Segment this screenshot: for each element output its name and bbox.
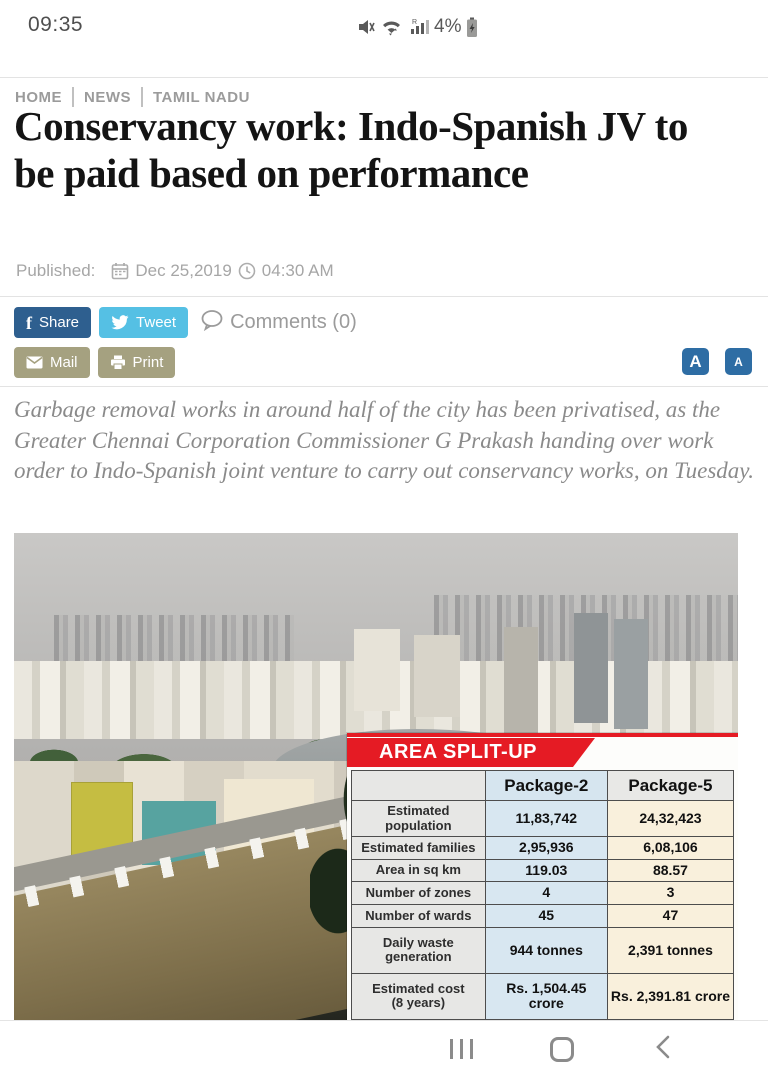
published-label: Published: — [16, 261, 96, 280]
published-date: Dec 25,2019 — [135, 261, 232, 280]
breadcrumb-tamil-nadu[interactable]: TAMIL NADU — [153, 88, 250, 106]
row-label: Estimated cost (8 years) — [351, 972, 486, 1020]
package-5-value: 47 — [606, 904, 735, 928]
home-button[interactable] — [532, 1021, 592, 1076]
package-2-value: 4 — [484, 881, 608, 906]
table-row: Area in sq km 119.03 88.57 — [351, 858, 735, 883]
package-5-value: 88.57 — [606, 858, 735, 883]
row-label: Daily waste generation — [351, 926, 486, 974]
published-time: 04:30 AM — [261, 261, 334, 280]
share-row: f Share Tweet Comments (0) — [14, 307, 357, 338]
recents-icon — [449, 1039, 473, 1059]
wifi-icon — [381, 17, 402, 37]
package-5-value: Rs. 2,391.81 crore — [606, 972, 735, 1020]
signal-r-icon: R — [407, 17, 429, 37]
twitter-icon — [111, 315, 129, 330]
photo-tower — [354, 629, 400, 711]
row-label: Estimated population — [351, 800, 486, 838]
table-row: Estimated cost (8 years) Rs. 1,504.45 cr… — [351, 972, 735, 1020]
package-2-value: 45 — [484, 904, 608, 928]
comments-link[interactable]: Comments (0) — [200, 309, 357, 337]
android-navigation-bar — [0, 1020, 768, 1076]
divider — [0, 296, 768, 297]
column-header-package-2: Package-2 — [484, 769, 608, 802]
package-2-value: 11,83,742 — [484, 800, 608, 838]
status-icon-cluster: R 4% — [356, 16, 478, 38]
print-button[interactable]: Print — [97, 347, 176, 378]
comments-label: Comments (0) — [230, 311, 357, 333]
package-5-value: 2,391 tonnes — [606, 926, 735, 974]
page-title: Conservancy work: Indo-Spanish JV to be … — [14, 103, 688, 196]
row-label: Estimated families — [351, 836, 486, 860]
print-button-label: Print — [132, 354, 164, 371]
table-header-row: Package-2 Package-5 — [351, 769, 735, 802]
table-row: Daily waste generation 944 tonnes 2,391 … — [351, 926, 735, 974]
breadcrumb-separator — [141, 87, 143, 107]
mail-print-row: Mail Print — [14, 347, 176, 378]
infographic-title-ribbon: AREA SPLIT-UP — [347, 738, 595, 767]
package-5-value: 6,08,106 — [606, 836, 735, 860]
mute-icon — [356, 17, 376, 37]
published-row: Published: Dec 25,2019 04:30 AM — [16, 261, 334, 281]
breadcrumb-separator — [72, 87, 74, 107]
column-header-package-5: Package-5 — [606, 769, 735, 802]
table-corner-cell — [351, 769, 486, 802]
area-splitup-infographic: AREA SPLIT-UP Package-2 Package-5 Estima… — [347, 733, 738, 1020]
article-photo: AREA SPLIT-UP Package-2 Package-5 Estima… — [14, 533, 738, 1020]
table-row: Number of zones 4 3 — [351, 881, 735, 906]
svg-text:R: R — [412, 19, 417, 26]
tweet-button[interactable]: Tweet — [99, 307, 189, 338]
battery-percent: 4% — [434, 16, 462, 37]
font-decrease-button[interactable]: A — [725, 348, 752, 375]
recents-button[interactable] — [431, 1021, 491, 1076]
package-2-value: 944 tonnes — [484, 926, 608, 974]
package-5-value: 3 — [606, 881, 735, 906]
back-icon — [654, 1034, 672, 1065]
table-row: Number of wards 45 47 — [351, 904, 735, 928]
font-size-controls: A A — [682, 348, 752, 375]
clock-icon — [238, 262, 256, 280]
home-icon — [550, 1036, 574, 1062]
mail-button[interactable]: Mail — [14, 347, 90, 378]
row-label: Number of wards — [351, 904, 486, 928]
row-label: Area in sq km — [351, 858, 486, 883]
package-2-value: 119.03 — [484, 858, 608, 883]
status-time: 09:35 — [28, 13, 84, 36]
table-row: Estimated families 2,95,936 6,08,106 — [351, 836, 735, 860]
status-divider — [0, 77, 768, 78]
table-row: Estimated population 11,83,742 24,32,423 — [351, 800, 735, 838]
tweet-button-label: Tweet — [136, 314, 177, 331]
envelope-icon — [26, 356, 43, 369]
font-increase-button[interactable]: A — [682, 348, 709, 375]
package-5-value: 24,32,423 — [606, 800, 735, 838]
facebook-share-button[interactable]: f Share — [14, 307, 92, 338]
area-splitup-table: Package-2 Package-5 Estimated population… — [351, 769, 735, 1020]
breadcrumb-home[interactable]: HOME — [15, 88, 62, 106]
article-lede: Garbage removal works in around half of … — [14, 397, 754, 484]
comment-bubble-icon — [200, 309, 224, 337]
divider — [0, 386, 768, 387]
photo-tower — [574, 613, 608, 723]
battery-charging-icon — [466, 17, 478, 38]
printer-icon — [110, 355, 126, 370]
calendar-icon — [111, 262, 129, 280]
package-2-value: Rs. 1,504.45 crore — [484, 972, 608, 1020]
breadcrumb: HOME NEWS TAMIL NADU — [15, 87, 250, 107]
share-button-label: Share — [39, 314, 80, 331]
breadcrumb-news[interactable]: NEWS — [84, 88, 131, 106]
package-2-value: 2,95,936 — [484, 836, 608, 860]
facebook-icon: f — [26, 312, 32, 333]
back-button[interactable] — [633, 1021, 693, 1076]
row-label: Number of zones — [351, 881, 486, 906]
mail-button-label: Mail — [50, 354, 78, 371]
